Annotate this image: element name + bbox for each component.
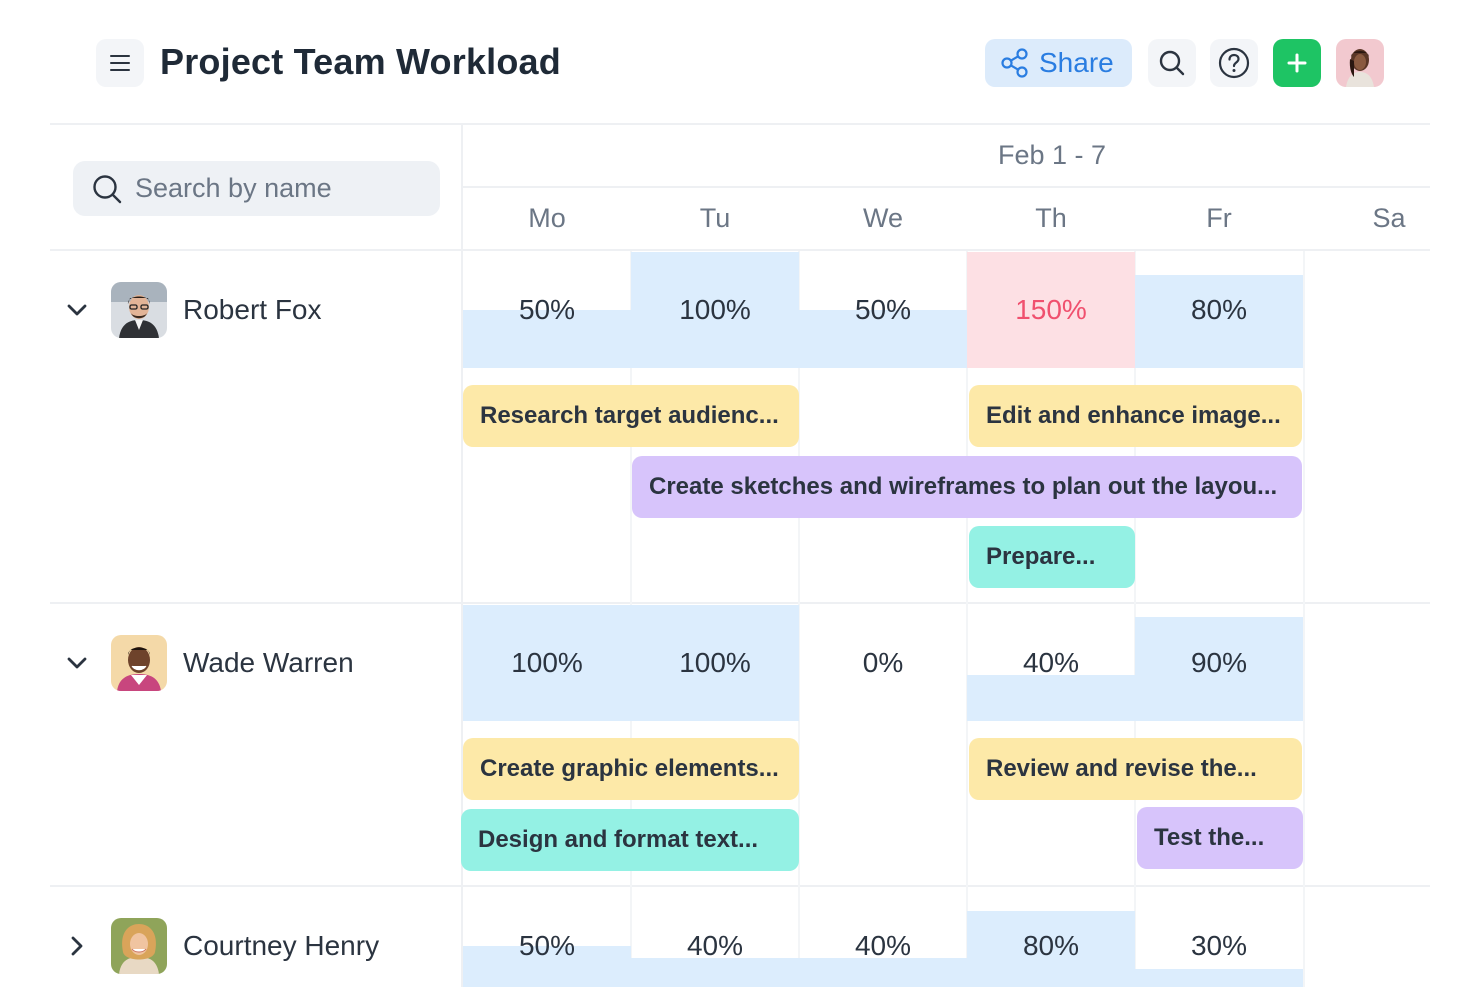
expand-toggle[interactable] <box>62 931 92 961</box>
task-bar[interactable]: Prepare... <box>969 526 1135 588</box>
workload-cell: 30% <box>1135 888 1303 987</box>
avatar <box>111 282 167 338</box>
chevron-down-icon <box>67 304 87 316</box>
user-avatar[interactable] <box>1336 39 1384 87</box>
row-divider <box>50 602 1430 604</box>
workload-cell: 40% <box>631 888 799 987</box>
week-range-text: Feb 1 - 7 <box>997 140 1107 170</box>
day-header-th: Th <box>1035 203 1067 233</box>
workload-cell: 100% <box>631 252 799 368</box>
day-header-mo: Mo <box>528 203 566 233</box>
task-bar[interactable]: Create graphic elements... <box>463 738 799 800</box>
workload-percent: 50% <box>518 930 576 961</box>
day-header-sa: Sa <box>1372 203 1406 233</box>
sidebar-divider <box>461 123 463 987</box>
workload-percent: 30% <box>1190 930 1248 961</box>
workload-fill <box>631 957 799 987</box>
menu-button[interactable] <box>96 39 144 87</box>
workload-percent: 40% <box>854 930 912 961</box>
page-title: Project Team Workload <box>160 41 561 82</box>
search-button[interactable] <box>1148 39 1196 87</box>
header-divider <box>50 123 1430 125</box>
workload-cell: 100% <box>631 605 799 721</box>
day-header-tu: Tu <box>699 203 731 233</box>
task-bar[interactable]: Research target audienc... <box>463 385 799 447</box>
expand-toggle[interactable] <box>62 295 92 325</box>
share-label: Share <box>1039 47 1114 78</box>
day-divider <box>798 251 800 987</box>
workload-fill <box>463 605 631 721</box>
workload-percent: 80% <box>1022 930 1080 961</box>
workload-fill <box>631 605 799 721</box>
avatar <box>111 918 167 974</box>
workload-percent: 50% <box>854 294 912 325</box>
share-icon <box>1001 48 1028 78</box>
day-header-we: We <box>862 203 903 233</box>
task-bar[interactable]: Edit and enhance image... <box>969 385 1302 447</box>
workload-percent: 100% <box>679 294 751 325</box>
row-divider <box>50 885 1430 887</box>
chevron-right-icon <box>71 936 83 956</box>
workload-cell: 80% <box>1135 252 1303 368</box>
share-button[interactable]: Share <box>985 39 1132 87</box>
task-bar[interactable]: Create sketches and wireframes to plan o… <box>632 456 1302 518</box>
workload-cell: 80% <box>967 888 1135 987</box>
add-button[interactable] <box>1273 39 1321 87</box>
workload-fill <box>799 957 967 987</box>
day-divider <box>966 251 968 987</box>
task-bar[interactable]: Review and revise the... <box>969 738 1302 800</box>
workload-cell: 90% <box>1135 605 1303 721</box>
app-header: Project Team Workload Share <box>0 0 1480 124</box>
workload-cell: 50% <box>799 252 967 368</box>
help-button[interactable] <box>1210 39 1258 87</box>
workload-fill <box>1135 616 1303 721</box>
workload-fill <box>967 252 1135 368</box>
plus-icon <box>1287 53 1307 73</box>
range-divider <box>462 186 1430 188</box>
workload-cell: 100% <box>463 605 631 721</box>
help-icon <box>1218 47 1250 79</box>
search-input[interactable] <box>135 173 415 204</box>
search-icon <box>93 174 122 203</box>
person-name: Courtney Henry <box>183 930 380 961</box>
chevron-down-icon <box>67 657 87 669</box>
workload-percent: 40% <box>686 930 744 961</box>
workload-percent: 50% <box>518 294 576 325</box>
workload-percent: 80% <box>1190 294 1248 325</box>
workload-cell: 150% <box>967 252 1135 368</box>
workload-percent: 90% <box>1190 647 1248 678</box>
workload-fill <box>463 946 631 987</box>
day-divider <box>1303 251 1305 987</box>
workload-percent: 40% <box>1022 647 1080 678</box>
workload-fill <box>631 252 799 368</box>
workload-fill <box>967 674 1135 721</box>
avatar <box>111 635 167 691</box>
workload-fill <box>463 310 631 368</box>
workload-percent: 150% <box>1015 294 1087 325</box>
workload-fill <box>967 911 1135 987</box>
workload-cell: 40% <box>967 605 1135 721</box>
menu-icon <box>110 55 130 71</box>
workload-percent: 0% <box>862 647 904 678</box>
workload-cell: 0% <box>799 605 967 721</box>
task-bar[interactable]: Test the... <box>1137 807 1303 869</box>
search-box[interactable] <box>73 161 440 216</box>
workload-fill <box>1135 275 1303 368</box>
workload-percent: 100% <box>679 647 751 678</box>
workload-fill <box>1135 969 1303 987</box>
expand-toggle[interactable] <box>62 648 92 678</box>
workload-cell: 50% <box>463 252 631 368</box>
task-bar[interactable]: Design and format text... <box>461 809 799 871</box>
workload-cell: 40% <box>799 888 967 987</box>
person-name: Wade Warren <box>183 647 354 678</box>
workload-percent: 100% <box>511 647 583 678</box>
workload-cell: 50% <box>463 888 631 987</box>
days-divider <box>50 249 1430 251</box>
workload-fill <box>799 310 967 368</box>
day-header-fr: Fr <box>1206 203 1232 233</box>
search-icon <box>1159 50 1185 76</box>
person-name: Robert Fox <box>183 294 322 325</box>
